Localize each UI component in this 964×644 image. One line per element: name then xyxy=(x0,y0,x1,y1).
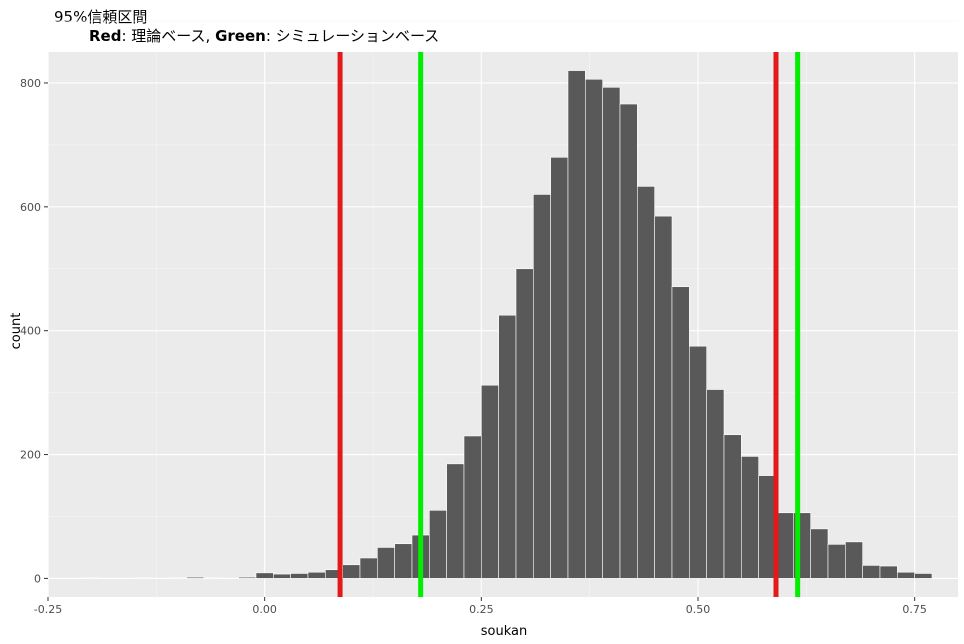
y-axis: 0 200 400 600 800 xyxy=(20,77,48,585)
histogram-bar xyxy=(481,384,499,579)
histogram-bar xyxy=(186,576,205,579)
histogram-bar xyxy=(255,572,274,579)
histogram-bar xyxy=(533,194,551,579)
x-tick-label: 0.50 xyxy=(686,603,711,616)
histogram-bar xyxy=(498,314,517,579)
histogram-bar xyxy=(602,87,621,579)
x-axis-title: soukan xyxy=(481,624,527,639)
x-tick-label: 0.25 xyxy=(469,603,494,616)
histogram-bar xyxy=(463,435,482,579)
histogram-bar xyxy=(550,156,569,579)
histogram-bar xyxy=(342,564,361,579)
histogram-bar xyxy=(238,576,257,579)
histogram-bar xyxy=(134,577,153,579)
histogram-bar xyxy=(706,389,725,579)
histogram-bar xyxy=(741,456,759,579)
histogram-bar xyxy=(689,345,707,579)
histogram-bar xyxy=(654,215,673,579)
y-tick-label: 600 xyxy=(20,201,41,214)
histogram-bars xyxy=(82,70,933,579)
histogram-bar xyxy=(723,434,742,579)
histogram-bar xyxy=(359,557,378,579)
histogram-bar xyxy=(567,70,586,579)
histogram-bar xyxy=(429,509,447,579)
histogram-bar xyxy=(446,463,465,579)
chart-title: 95%信頼区間 xyxy=(54,8,147,26)
histogram-bar xyxy=(290,573,309,579)
x-axis: -0.25 0.00 0.25 0.50 0.75 xyxy=(34,597,927,616)
y-tick-label: 200 xyxy=(20,449,41,462)
histogram-bar xyxy=(585,78,603,579)
histogram-bar xyxy=(758,475,777,579)
y-axis-title: count xyxy=(9,313,24,350)
subtitle-part: : 理論ベース, xyxy=(121,27,215,45)
subtitle-part: Red xyxy=(89,27,121,45)
subtitle-part: : シミュレーションベース xyxy=(266,27,439,45)
histogram-bar xyxy=(203,577,222,579)
histogram-bar xyxy=(377,547,395,579)
histogram-bar xyxy=(82,577,101,579)
histogram-bar xyxy=(914,573,933,579)
histogram-bar xyxy=(671,286,690,579)
histogram-bar xyxy=(879,565,898,579)
interval-lines xyxy=(337,52,801,597)
x-tick-label: 0.00 xyxy=(252,603,277,616)
x-tick-label: -0.25 xyxy=(34,603,62,616)
histogram-bar xyxy=(637,186,655,579)
y-tick-label: 400 xyxy=(20,325,41,338)
histogram-bar xyxy=(827,544,846,579)
histogram-bar xyxy=(775,512,794,579)
histogram-bar xyxy=(273,573,291,579)
histogram-bar xyxy=(845,541,863,579)
histogram-bar xyxy=(515,268,534,579)
subtitle-part: Green xyxy=(215,27,266,45)
histogram-bar xyxy=(307,571,326,579)
x-tick-label: 0.75 xyxy=(902,603,927,616)
y-tick-label: 800 xyxy=(20,77,41,90)
histogram-bar xyxy=(897,571,915,579)
chart-subtitle: Red: 理論ベース, Green: シミュレーションベース xyxy=(89,27,439,45)
histogram-bar xyxy=(862,565,881,579)
histogram-bar xyxy=(619,103,638,579)
histogram-bar xyxy=(810,528,829,579)
histogram-bar xyxy=(169,577,187,579)
y-tick-label: 0 xyxy=(34,572,41,585)
histogram-bar xyxy=(394,543,413,579)
